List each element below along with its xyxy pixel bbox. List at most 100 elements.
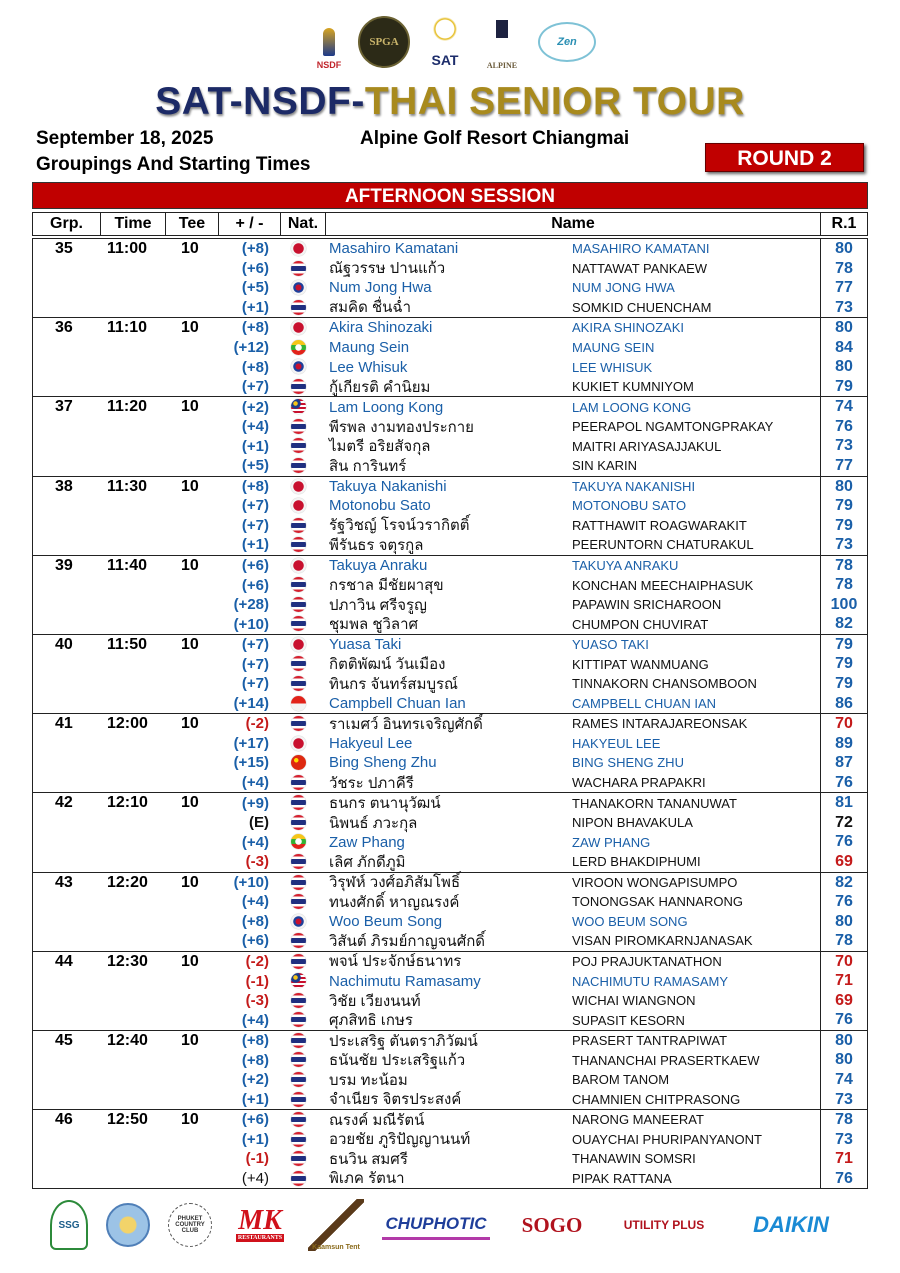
score-to-par: (+6): [241, 932, 269, 950]
player-name-en: TINNAKORN CHANSOMBOON: [572, 676, 757, 692]
table-row: 37 11:20 10 (+2) Lam Loong Kong LAM LOONG KON…: [33, 397, 867, 417]
table-header: Grp. Time Tee + / - Nat. Name R.1: [32, 212, 868, 236]
table-row: (+12) Maung Sein MAUNG SEIN 84: [33, 337, 867, 358]
mm-flag-icon: [291, 834, 306, 850]
score-to-par: (+7): [241, 636, 269, 654]
player-name: อวยชัย ภูริปัญญานนท์: [329, 1131, 471, 1149]
score-to-par: (+6): [241, 259, 269, 277]
player-name: Lee Whisuk: [329, 358, 408, 376]
group-block: 43 12:20 10 (+10) วิรุฬห์ วงศ์อภิสัมโพธิ์ VIR…: [33, 872, 867, 952]
table-row: 35 11:00 10 (+8) Masahiro Kamatani MASAHIRO K…: [33, 239, 867, 259]
tee-number: 10: [181, 715, 199, 733]
col-r1: R.1: [831, 215, 857, 232]
th-flag-icon: [291, 953, 306, 969]
player-name: กรชาล มีชัยผาสุข: [329, 577, 444, 595]
score-to-par: (+7): [241, 378, 269, 396]
table-row: (+6) วิสันต์ ภิรมย์กาญจนศักดิ์ VISAN PIROM…: [33, 931, 867, 951]
player-name: วิรุฬห์ วงศ์อภิสัมโพธิ์: [329, 874, 461, 892]
player-name-en: BAROM TANOM: [572, 1072, 670, 1088]
group-block: 41 12:00 10 (-2) ราเมศว์ อินทรเจริญศักดิ์ RAM…: [33, 714, 867, 794]
th-flag-icon: [291, 418, 306, 434]
event-date: September 18, 2025: [36, 128, 214, 149]
score-to-par: (+8): [241, 240, 269, 258]
round1-score: 73: [820, 1129, 867, 1150]
player-name-en: TAKUYA ANRAKU: [572, 558, 679, 574]
player-name: Bing Sheng Zhu: [329, 754, 437, 772]
score-to-par: (+14): [233, 694, 269, 712]
th-flag-icon: [291, 1131, 306, 1147]
score-to-par: (+8): [241, 1032, 269, 1050]
round1-score: 79: [820, 674, 867, 694]
score-to-par: (+1): [241, 1130, 269, 1148]
group-number: 41: [55, 715, 73, 733]
round1-score: 70: [820, 714, 867, 734]
player-name-en: YUASO TAKI: [572, 637, 649, 653]
player-name-en: PEERUNTORN CHATURAKUL: [572, 537, 754, 553]
score-to-par: (+7): [241, 675, 269, 693]
round1-score: 78: [820, 555, 867, 576]
table-row: (+7) ทินกร จันทร์สมบูรณ์ TINNAKORN CHANSOM…: [33, 674, 867, 694]
th-flag-icon: [291, 438, 306, 454]
table-row: 38 11:30 10 (+8) Takuya Nakanishi TAKUYA NAKA…: [33, 476, 867, 497]
score-to-par: (+8): [241, 477, 269, 495]
mk-logo: MK RESTAURANTS: [230, 1205, 290, 1245]
player-name: กิตติพัฒน์ วันเมือง: [329, 656, 446, 674]
th-flag-icon: [291, 1052, 306, 1068]
tee-number: 10: [181, 556, 199, 574]
score-to-par: (+9): [241, 794, 269, 812]
th-flag-icon: [291, 1112, 306, 1128]
score-to-par: (+6): [241, 1111, 269, 1129]
cn-flag-icon: [291, 755, 306, 771]
my-flag-icon: [291, 399, 306, 415]
th-flag-icon: [291, 616, 306, 632]
venue: Alpine Golf Resort Chiangmai: [360, 128, 630, 149]
player-name: สมคิด ชื่นฉ่ำ: [329, 299, 412, 317]
chuphotic-logo: CHUPHOTIC: [382, 1210, 490, 1240]
player-name-en: RAMES INTARAJAREONSAK: [572, 716, 748, 732]
score-to-par: (+2): [241, 398, 269, 416]
round1-score: 71: [820, 971, 867, 991]
player-name-en: CHAMNIEN CHITPRASONG: [572, 1091, 741, 1107]
player-name-en: TONONGSAK HANNARONG: [572, 894, 743, 910]
tee-time: 11:30: [107, 477, 148, 495]
jp-flag-icon: [291, 241, 306, 256]
score-to-par: (-3): [245, 992, 269, 1010]
round1-score: 80: [820, 318, 867, 338]
score-to-par: (+1): [241, 536, 269, 554]
player-name-en: LAM LOONG KONG: [572, 399, 692, 415]
jp-flag-icon: [291, 636, 306, 652]
table-row: (+4) ศุภสิทธิ เกษร SUPASIT KESORN 76: [33, 1010, 867, 1030]
col-tee: Tee: [166, 213, 219, 235]
score-to-par: (-3): [245, 853, 269, 871]
title-gold: THAI SENIOR TOUR: [364, 80, 745, 123]
round1-score: 79: [820, 496, 867, 516]
player-name: Nachimutu Ramasamy: [329, 972, 481, 990]
groupings-table: 35 11:00 10 (+8) Masahiro Kamatani MASAHIRO K…: [32, 238, 868, 1190]
zen-logo: Zen: [538, 22, 596, 62]
group-block: 46 12:50 10 (+6) ณรงค์ มณีรัตน์ NARONG MANEER…: [33, 1110, 867, 1189]
player-name: วัชระ ปภาคีรี: [329, 774, 414, 792]
col-diff: + / -: [219, 213, 281, 235]
table-row: (+8) ธนันชัย ประเสริฐแก้ว THANANCHAI PRASE…: [33, 1050, 867, 1070]
kr-flag-icon: [291, 359, 306, 375]
table-row: (-1) ธนวิน สมศรี THANAWIN SOMSRI 71: [33, 1149, 867, 1169]
round1-score: 74: [820, 397, 867, 417]
player-name: Campbell Chuan Ian: [329, 694, 466, 712]
player-name-en: WACHARA PRAPAKRI: [572, 775, 706, 791]
player-name: ไมตรี อริยสัจกุล: [329, 438, 431, 456]
tee-number: 10: [181, 1111, 199, 1129]
score-to-par: (+7): [241, 516, 269, 534]
score-to-par: (+4): [241, 418, 269, 436]
tee-time: 12:10: [107, 794, 148, 812]
alpine-logo: ALPINE: [480, 14, 524, 70]
table-row: (-3) วิชัย เวียงนนท์ WICHAI WIANGNON 69: [33, 990, 867, 1011]
tee-time: 12:30: [107, 952, 148, 970]
score-to-par: (+1): [241, 1090, 269, 1108]
player-name: บรม ทะน้อม: [329, 1071, 408, 1089]
my-flag-icon: [291, 973, 306, 989]
tee-time: 12:40: [107, 1031, 148, 1049]
score-to-par: (+1): [241, 298, 269, 316]
score-to-par: (+17): [233, 734, 269, 752]
table-row: (+1) ไมตรี อริยสัจกุล MAITRI ARIYASAJJAKUL…: [33, 436, 867, 457]
player-name-en: MAITRI ARIYASAJJAKUL: [572, 438, 722, 454]
